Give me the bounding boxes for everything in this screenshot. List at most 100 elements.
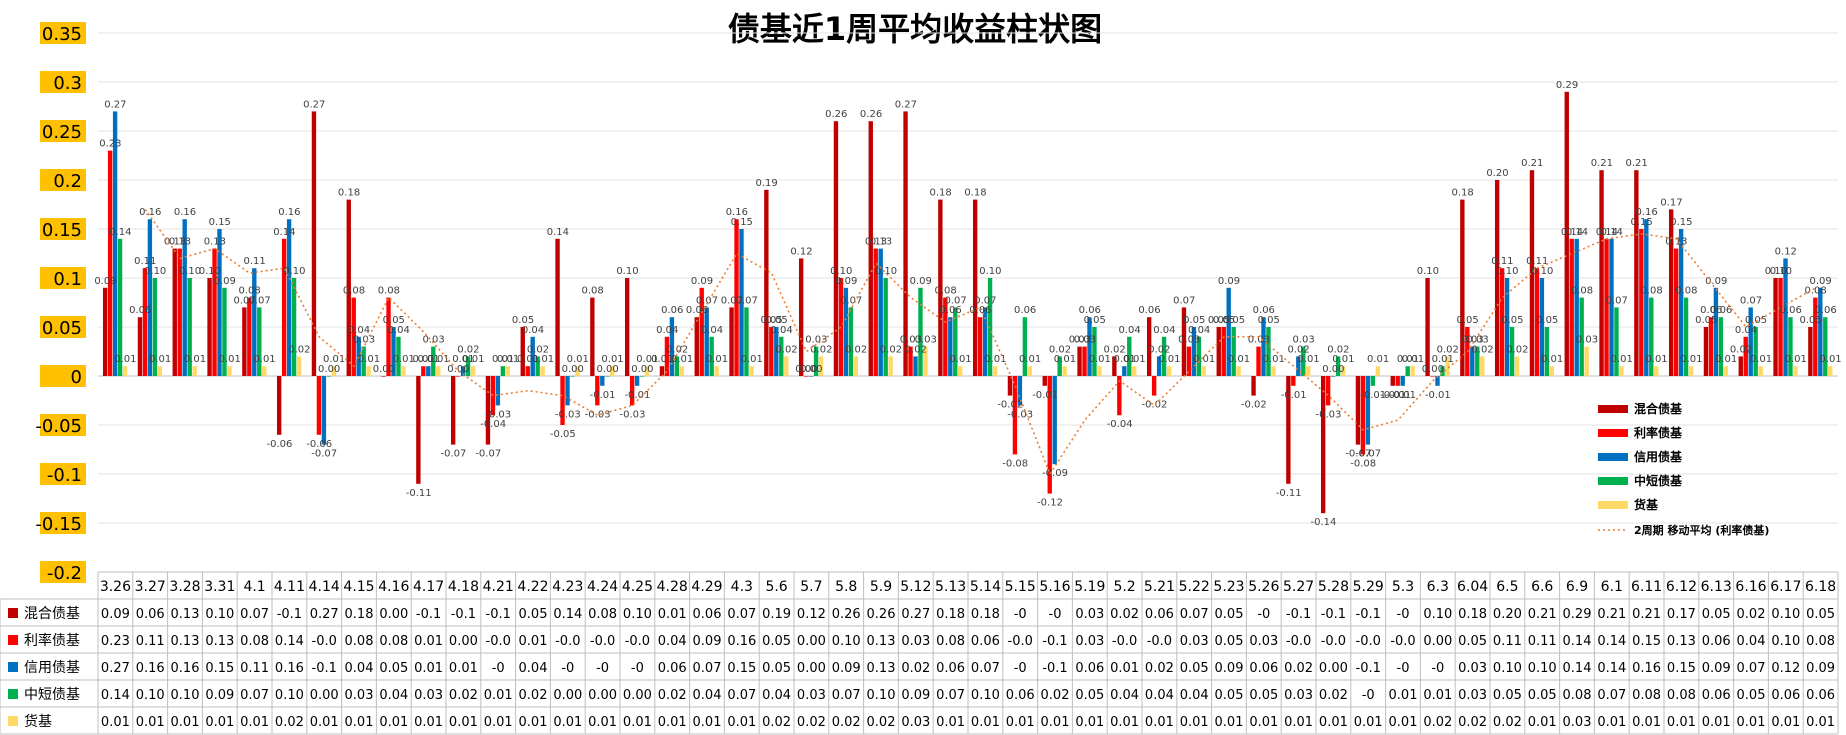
data-label: 0.08 (582, 286, 604, 297)
x-tick-label: 5.28 (1318, 579, 1349, 595)
bar (1082, 346, 1087, 376)
bar (421, 366, 426, 376)
data-label: 0.09 (214, 276, 236, 287)
table-cell: 0.27 (310, 607, 339, 622)
bar (1365, 376, 1371, 445)
table-cell: 0.08 (1806, 634, 1835, 649)
table-cell: 0.08 (379, 634, 408, 649)
bar (1509, 327, 1515, 376)
x-tick-label: 6.16 (1735, 579, 1766, 595)
bar (460, 366, 466, 376)
table-cell: -0.0 (1356, 634, 1381, 649)
table-cell: 0.08 (1667, 688, 1696, 703)
bar (923, 346, 928, 376)
table-cell: 0.10 (275, 688, 304, 703)
bar (764, 189, 769, 376)
table-cell: 0.01 (553, 715, 582, 730)
table-cell: -0.0 (1321, 634, 1346, 649)
bar (1713, 287, 1719, 376)
y-tick-label: 0 (71, 367, 82, 388)
legend-label: 混合债基 (1634, 401, 1683, 416)
table-cell: 0.02 (1737, 607, 1766, 622)
bar (1191, 327, 1197, 376)
table-cell: -0.0 (1147, 634, 1172, 649)
table-cell: 0.03 (345, 688, 374, 703)
bar (1042, 376, 1047, 386)
data-label: 0.04 (656, 325, 678, 336)
table-cell: 0.03 (1249, 634, 1278, 649)
bar (1708, 317, 1714, 376)
data-label: 0.06 (686, 305, 708, 316)
x-tick-label: 6.3 (1427, 579, 1449, 595)
data-label: 0.07 (974, 295, 996, 306)
table-cell: 0.03 (1563, 715, 1592, 730)
data-label: 0.21 (1591, 158, 1613, 169)
table-cell: -0.1 (277, 607, 302, 622)
table-cell: 0.09 (101, 607, 130, 622)
bar (1166, 366, 1172, 376)
table-cell: 0.06 (693, 607, 722, 622)
x-tick-label: 5.26 (1248, 579, 1279, 595)
bar (326, 376, 332, 377)
table-cell: 0.10 (1423, 607, 1452, 622)
x-tick-label: 5.22 (1179, 579, 1210, 595)
data-label: 0.01 (651, 354, 673, 365)
bar (769, 327, 774, 376)
bar (699, 287, 704, 376)
data-label: -0.02 (997, 400, 1023, 411)
data-label: 0.08 (343, 286, 365, 297)
bar (1499, 268, 1505, 376)
bar (938, 199, 943, 376)
x-tick-label: 5.27 (1283, 579, 1314, 595)
data-label: -0.03 (1007, 409, 1033, 420)
table-cell: 0.02 (1493, 715, 1522, 730)
bar (624, 278, 630, 376)
data-label: 0.08 (934, 286, 956, 297)
data-label: 0.09 (1809, 276, 1831, 287)
table-cell: 0.17 (1667, 607, 1696, 622)
table-cell: -0 (1431, 661, 1444, 676)
bar (1683, 297, 1689, 376)
data-label: 0.07 (721, 295, 743, 306)
bar (565, 376, 570, 406)
bar (137, 317, 143, 376)
data-label: 0.01 (532, 354, 554, 365)
bar (1097, 366, 1102, 376)
table-cell: 0.00 (797, 661, 826, 676)
data-label: 0.01 (1432, 354, 1454, 365)
bar (1151, 376, 1157, 396)
table-row-label: 货基 (24, 713, 52, 730)
x-tick-label: 5.9 (870, 579, 892, 595)
bar (644, 366, 650, 376)
bar (1226, 287, 1231, 376)
y-tick-label: -0.1 (47, 465, 82, 486)
table-cell: 0.04 (762, 688, 791, 703)
table-cell: 0.10 (1493, 661, 1522, 676)
bar (1475, 346, 1480, 376)
data-label: 0.10 (1496, 266, 1518, 277)
table-cell: 0.04 (1180, 688, 1209, 703)
table-cell: 0.14 (101, 688, 130, 703)
table-cell: 0.01 (1215, 715, 1244, 730)
table-cell: 0.01 (136, 715, 165, 730)
table-cell: 0.10 (171, 688, 200, 703)
bar (217, 229, 222, 376)
table-cell: -0.1 (416, 607, 441, 622)
bar (1306, 366, 1311, 376)
legend-swatch (1598, 429, 1628, 437)
table-cell: 0.10 (205, 607, 234, 622)
table-cell: 0.01 (414, 634, 443, 649)
data-label: 0.14 (1601, 227, 1623, 238)
table-cell: 0.01 (1180, 715, 1209, 730)
table-cell: 0.02 (1319, 688, 1348, 703)
x-tick-label: 6.04 (1457, 579, 1488, 595)
data-label: 0.01 (1113, 354, 1135, 365)
bar (1017, 376, 1023, 406)
data-label: 0.14 (1566, 227, 1588, 238)
y-tick-highlight (40, 561, 86, 583)
data-label: 0.05 (512, 315, 534, 326)
bar (1808, 327, 1813, 376)
data-label: 0.06 (1014, 305, 1036, 316)
data-label: 0.06 (1079, 305, 1101, 316)
data-label: 0.06 (1710, 305, 1732, 316)
